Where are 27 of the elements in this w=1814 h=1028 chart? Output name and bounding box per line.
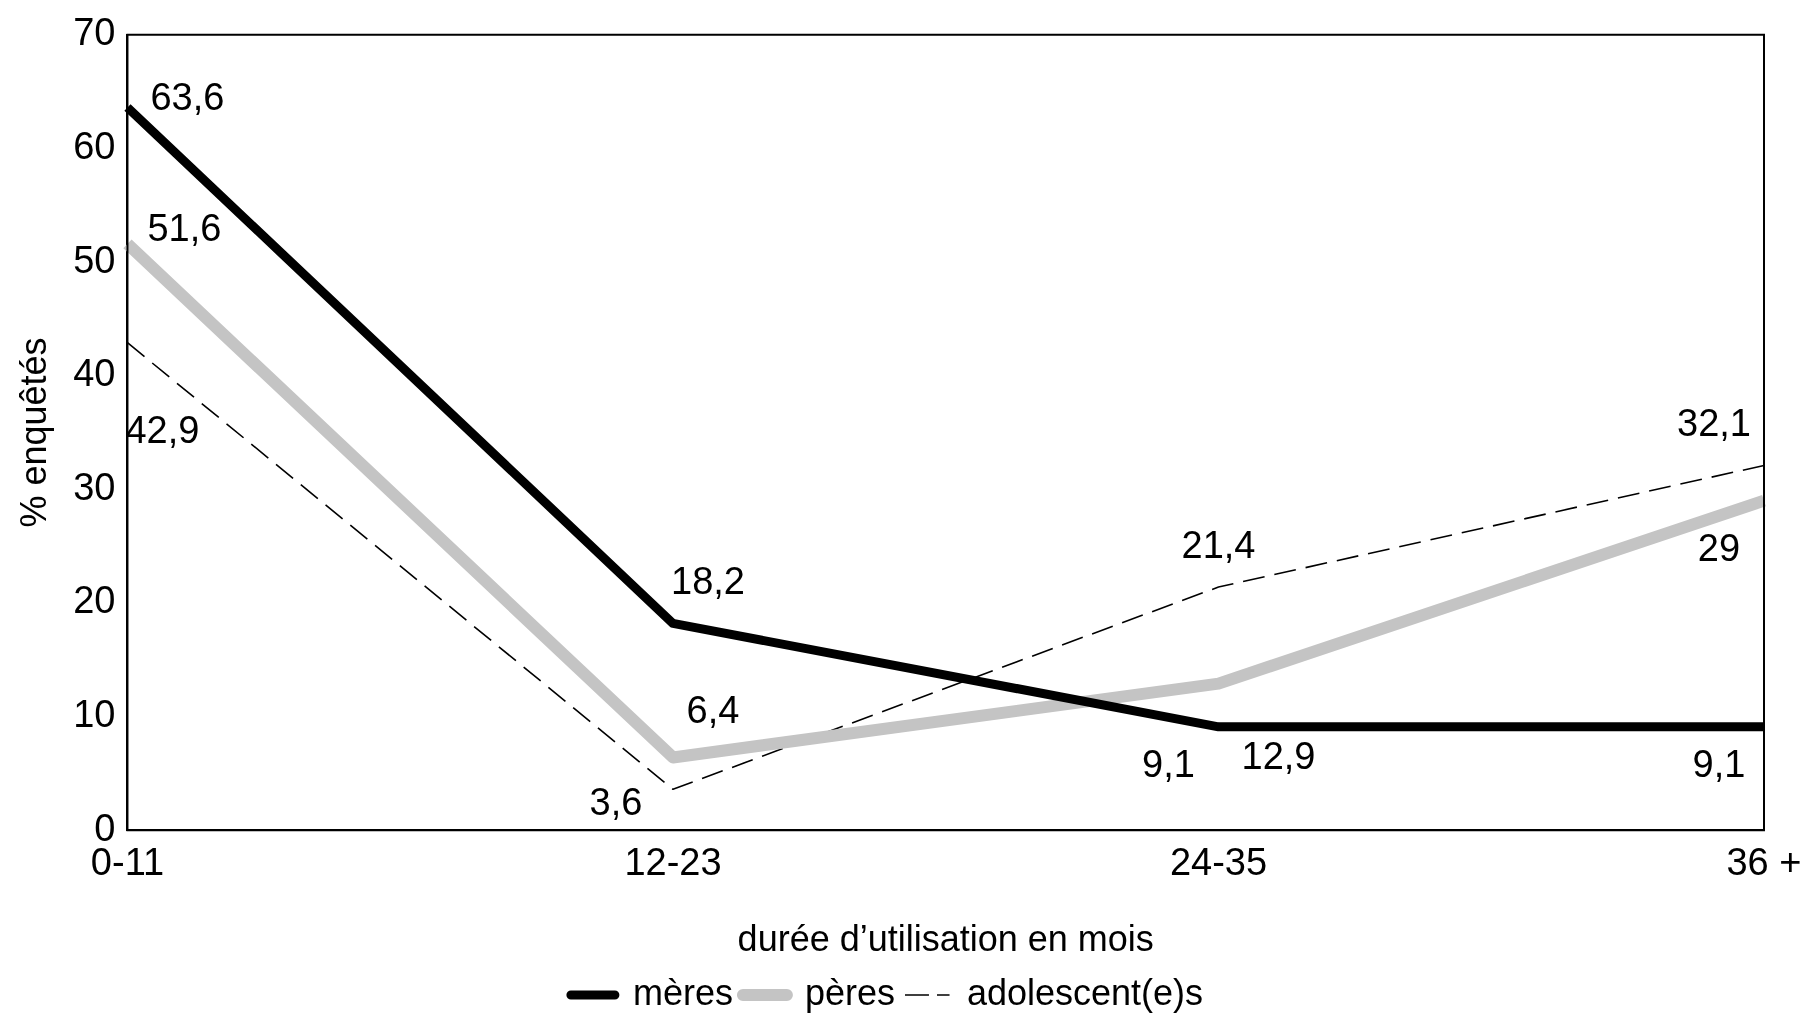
x-axis-title: durée d’utilisation en mois [737,918,1154,960]
data-label: 18,2 [670,559,745,602]
legend-label: mères [632,971,733,1013]
data-label: 32,1 [1677,401,1751,444]
data-label: 12,9 [1241,735,1316,778]
data-label: 6,4 [686,688,740,731]
data-label: 29 [1697,527,1741,570]
y-tick-label: 60 [73,124,116,167]
legend-label: adolescent(e)s [966,971,1204,1013]
x-tick-label: 12-23 [624,841,722,884]
data-label: 3,6 [589,780,643,823]
y-tick-label: 10 [73,693,116,736]
y-tick-label: 40 [73,352,116,395]
data-label: 21,4 [1181,523,1256,566]
x-tick-label: 36 + [1726,841,1802,884]
data-label: 9,1 [1142,743,1195,786]
y-tick-label: 20 [73,579,116,622]
y-axis-title: % enquêtés [12,337,54,528]
legend-label: pères [804,971,895,1013]
data-label: 51,6 [147,207,222,250]
data-label: 42,9 [125,409,200,452]
y-tick-label: 30 [73,465,116,508]
y-tick-label: 50 [73,238,116,281]
data-label: 63,6 [150,76,225,119]
y-tick-label: 70 [73,11,116,54]
x-tick-label: 24-35 [1169,841,1268,884]
data-label: 9,1 [1692,743,1746,786]
